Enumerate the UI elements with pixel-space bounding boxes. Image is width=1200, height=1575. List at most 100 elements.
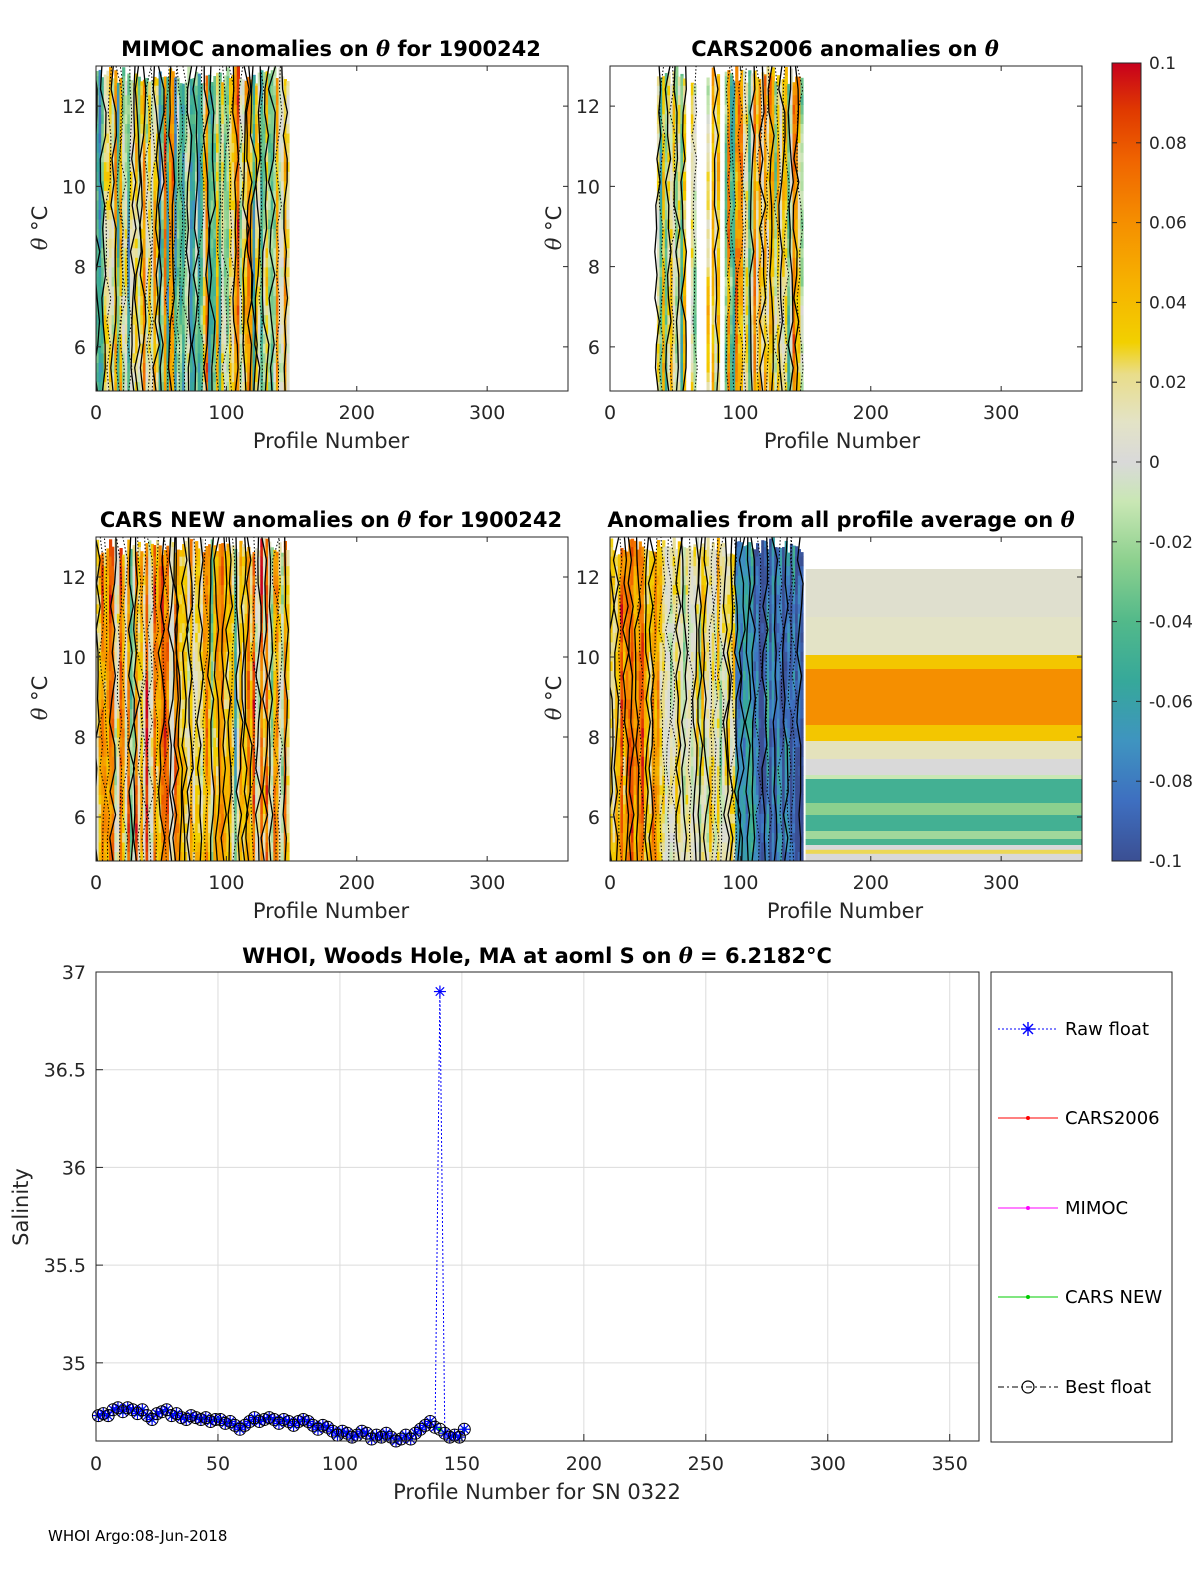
anomaly-cell (122, 556, 126, 567)
anomaly-cell (140, 362, 144, 373)
anomaly-cell (273, 305, 277, 316)
anomaly-cell (268, 75, 272, 86)
anomaly-cell (706, 343, 710, 354)
anomaly-cell (103, 670, 107, 681)
contour-line (237, 66, 245, 391)
anomaly-cell (255, 381, 259, 391)
anomaly-cell (659, 238, 663, 249)
anomaly-cell (231, 209, 235, 220)
anomaly-cell (740, 247, 744, 258)
x-tick-label: 200 (853, 402, 889, 424)
anomaly-cell (116, 756, 121, 767)
anomaly-cell (239, 132, 243, 144)
anomaly-cell (129, 94, 134, 105)
anomaly-cell (680, 276, 684, 287)
anomaly-cell (223, 228, 227, 239)
anomaly-cell (218, 324, 222, 335)
anomaly-cell (200, 247, 204, 258)
anomaly-cell (745, 285, 749, 297)
panel-carsnew: CARS NEW anomalies on θ for 1900242 0 100… (28, 507, 569, 923)
anomaly-cell (122, 794, 126, 805)
anomaly-cell (106, 113, 110, 124)
anomaly-cell (179, 257, 183, 268)
anomaly-cell (142, 199, 147, 210)
anomaly-cell (210, 190, 214, 201)
anomaly-cell (101, 247, 105, 258)
anomaly-cell (239, 285, 243, 297)
anomaly-cell (148, 142, 152, 153)
anomaly-cell (142, 343, 147, 354)
anomaly-cell (145, 594, 149, 605)
anomaly-cell (265, 209, 269, 220)
anomaly-cell (776, 314, 781, 325)
anomaly-cell (187, 132, 191, 144)
anomaly-cell (787, 314, 791, 325)
anomaly-cell (98, 218, 102, 230)
anomaly-cell (763, 362, 768, 373)
anomaly-cell (286, 94, 290, 105)
anomaly-cell (103, 641, 107, 652)
anomaly-cell (140, 746, 144, 757)
anomaly-cell (275, 94, 280, 105)
anomaly-cell (200, 152, 204, 163)
anomaly-cell (761, 295, 765, 306)
anomaly-cell (662, 171, 666, 182)
anomaly-cell (268, 199, 272, 210)
anomaly-cell (229, 285, 233, 297)
anomaly-cell (218, 209, 222, 220)
anomaly-cell (111, 123, 115, 134)
anomaly-cell (779, 104, 783, 115)
anomaly-cell (153, 180, 157, 191)
anomaly-cell (184, 152, 188, 163)
anomaly-cell (106, 613, 110, 624)
anomaly-cell (779, 161, 783, 172)
anomaly-cell (150, 123, 154, 134)
anomaly-cell (740, 343, 744, 354)
anomaly-cell (262, 333, 267, 344)
anomaly-cell (234, 314, 238, 325)
anomaly-cell (132, 545, 136, 548)
anomaly-cell (784, 218, 788, 230)
anomaly-cell (756, 276, 760, 287)
anomaly-cell (763, 257, 768, 268)
anomaly-cell (96, 180, 100, 191)
anomaly-cell (750, 266, 754, 277)
anomaly-cell (706, 381, 710, 391)
anomaly-cell (132, 565, 136, 576)
anomaly-cell (127, 113, 131, 124)
anomaly-cell (101, 257, 105, 268)
anomaly-cell (197, 352, 201, 363)
anomaly-cell (111, 603, 115, 614)
anomaly-cell (218, 218, 222, 230)
anomaly-cell (252, 113, 256, 124)
anomaly-cell (114, 594, 118, 605)
anomaly-cell (213, 266, 217, 277)
anomaly-cell (106, 784, 110, 795)
anomaly-cell (800, 333, 804, 344)
anomaly-cell (763, 104, 768, 115)
anomaly-cell (283, 362, 287, 373)
anomaly-cell (732, 171, 736, 182)
anomaly-cell (150, 689, 154, 700)
anomaly-cell (135, 343, 139, 354)
anomaly-cell (98, 622, 102, 633)
anomaly-cell (142, 594, 147, 605)
anomaly-cell (779, 190, 783, 201)
anomaly-cell (111, 679, 115, 690)
anomaly-cell (221, 305, 225, 316)
anomaly-cell (169, 113, 173, 124)
anomaly-cell (156, 632, 160, 643)
anomaly-cell (789, 305, 794, 316)
anomaly-cell (229, 123, 233, 134)
anomaly-cell (150, 238, 154, 249)
anomaly-cell (244, 132, 248, 144)
anomaly-cell (716, 333, 721, 344)
anomaly-cell (161, 381, 165, 391)
anomaly-cell (672, 305, 676, 316)
anomaly-cell (96, 832, 100, 843)
anomaly-cell (231, 228, 235, 239)
anomaly-cell (132, 660, 136, 671)
anomaly-cell (776, 362, 781, 373)
anomaly-cell (101, 660, 105, 671)
anomaly-cell (784, 85, 788, 96)
